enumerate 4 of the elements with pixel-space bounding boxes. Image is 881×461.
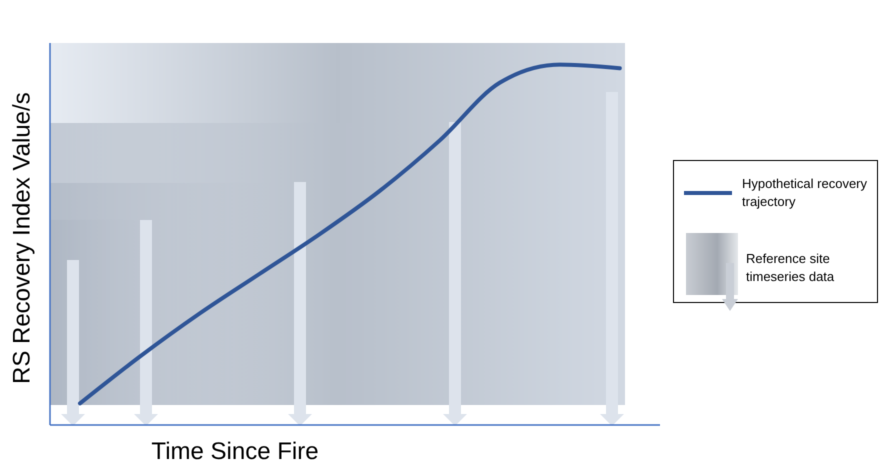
text: Reference site timeseries data (746, 250, 836, 286)
legend-label: Hypothetical recovery trajectory (742, 175, 868, 211)
x-axis-title: Time Since Fire (151, 438, 319, 461)
y-axis-title: RS Recovery Index Value/s (8, 92, 36, 384)
